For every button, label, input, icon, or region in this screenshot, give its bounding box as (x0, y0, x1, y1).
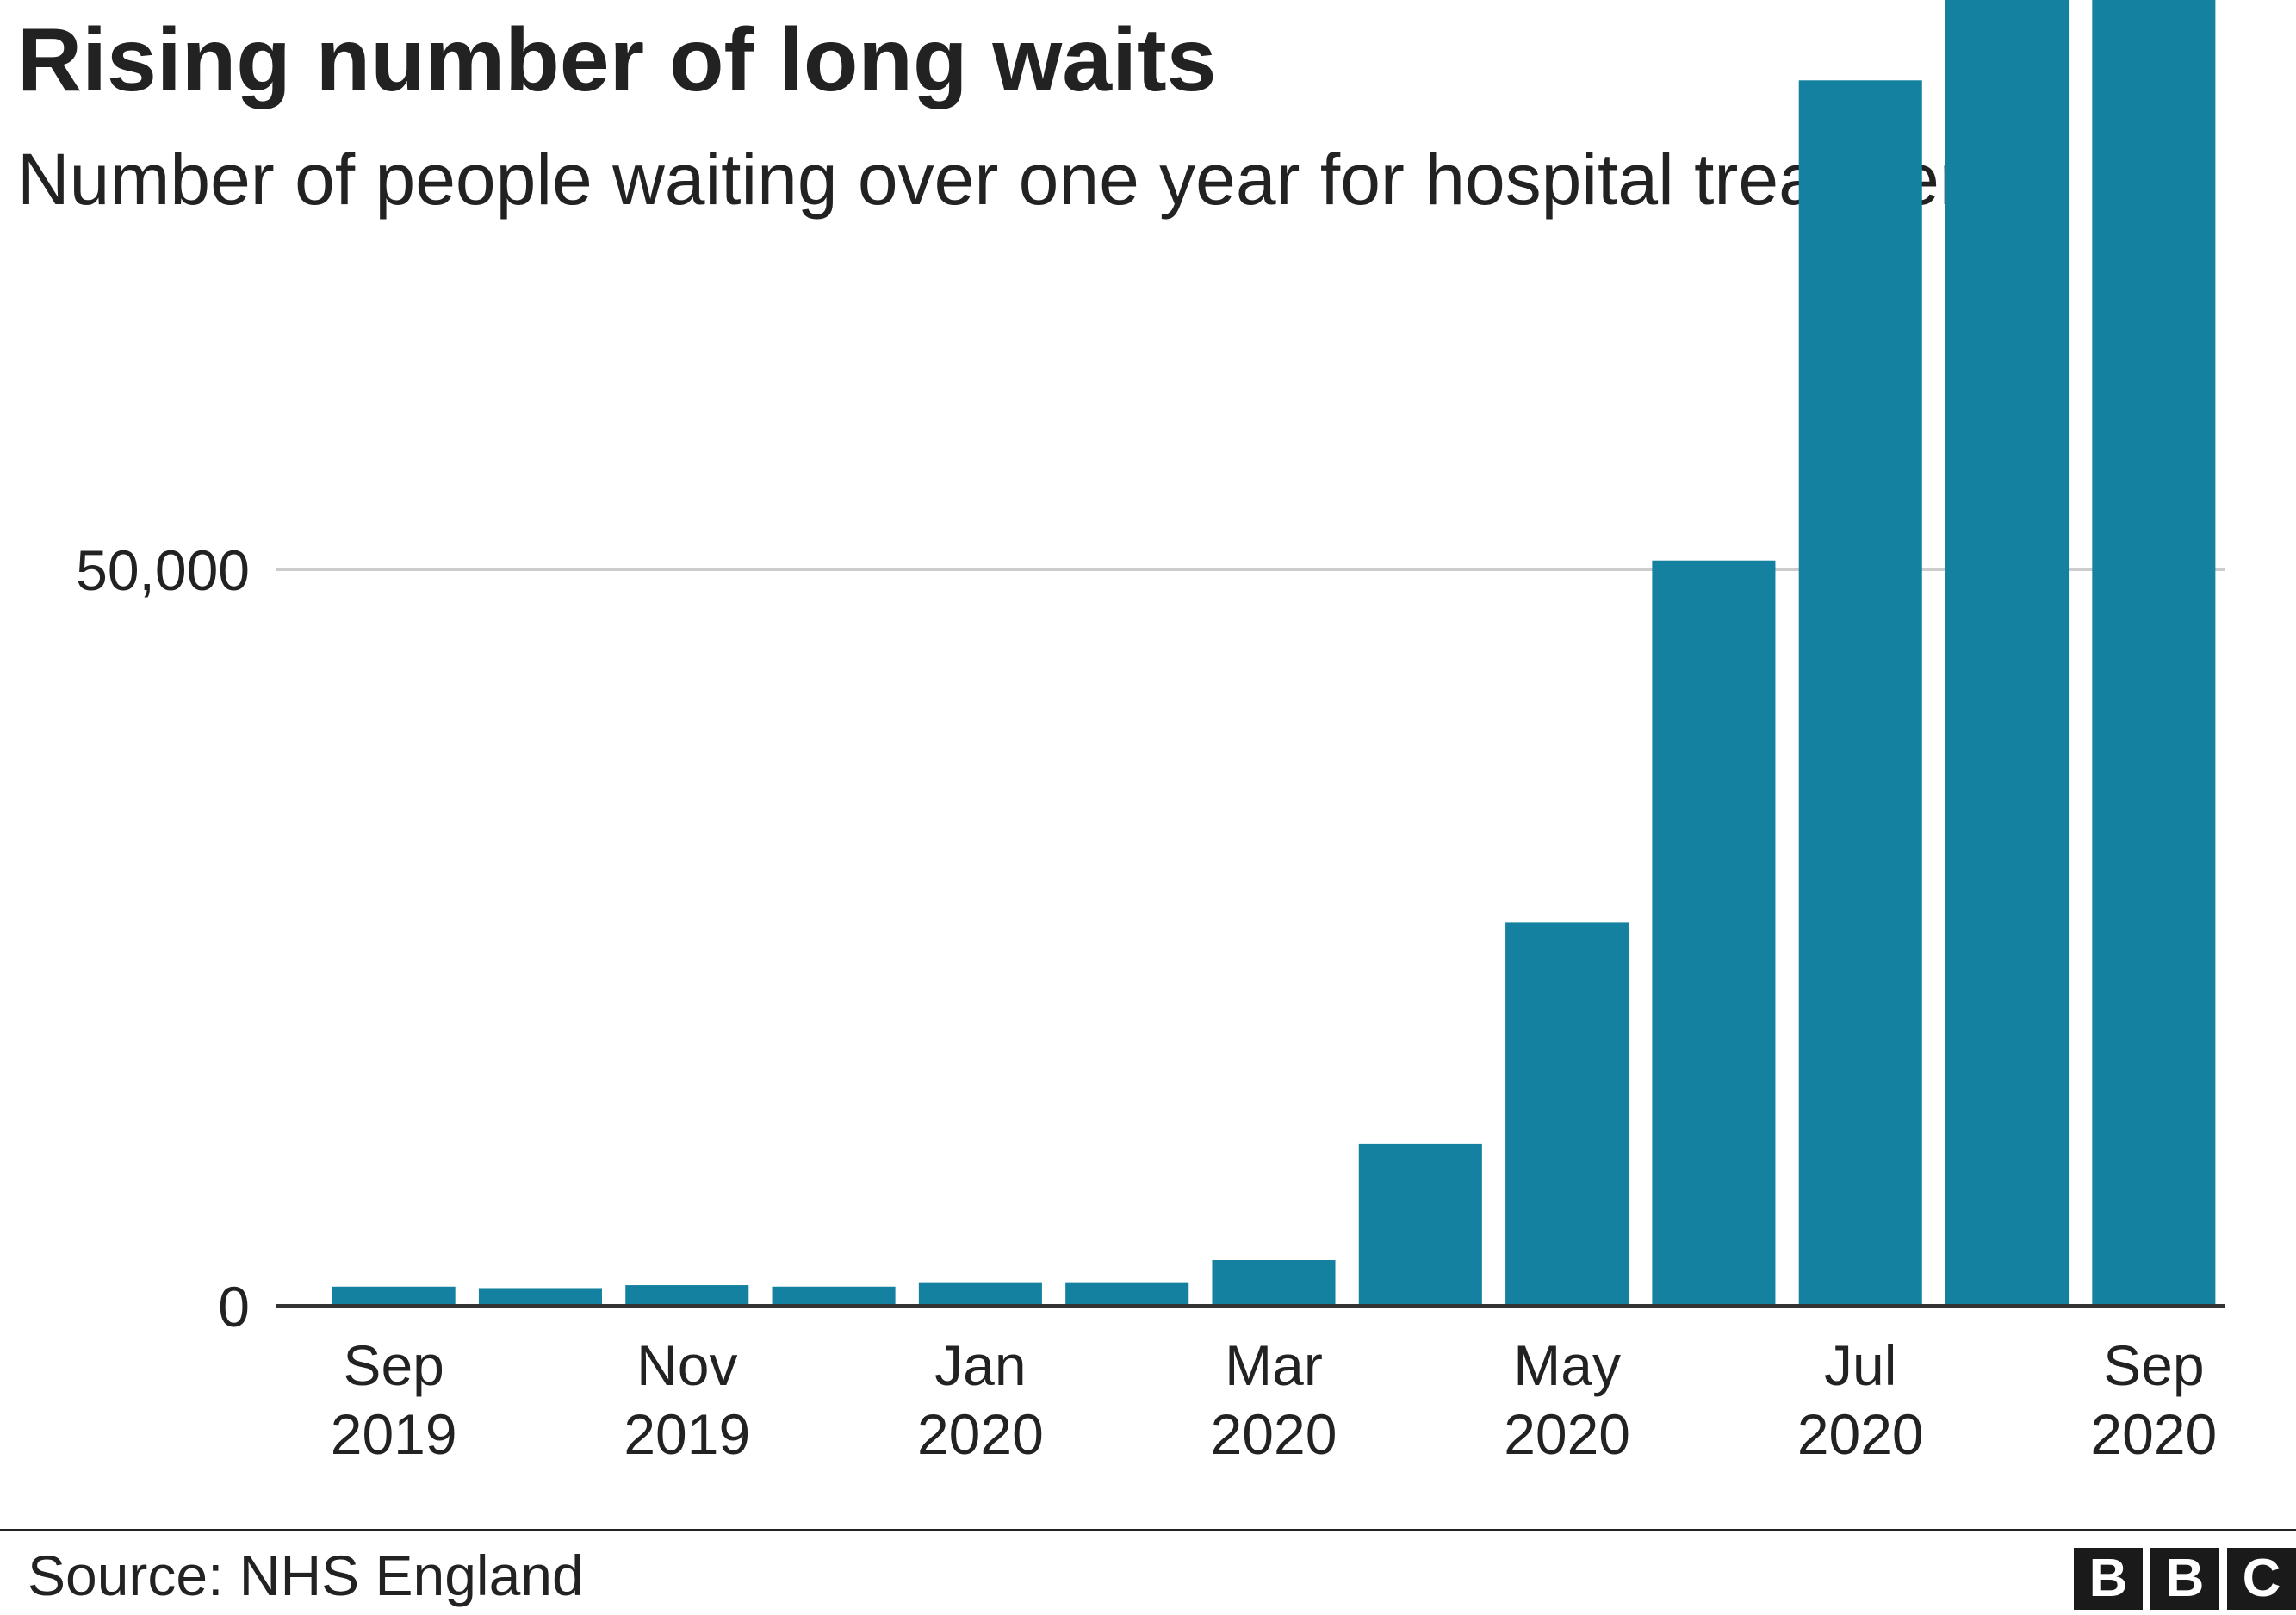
x-tick-label: Jan 2020 (917, 1333, 1044, 1466)
bar-chart: 050,000100,000Sep2019Nov2019Jan2020Mar20… (76, 0, 2225, 1466)
bar-jan-2020 (918, 1282, 1042, 1306)
source-note: Source: NHS England (28, 1544, 584, 1607)
y-tick-label: 50,000 (76, 538, 250, 602)
bar-may-2020 (1505, 922, 1629, 1306)
bbc-logo-block-1: B (2074, 1548, 2143, 1610)
bbc-logo-block-3: C (2227, 1548, 2296, 1610)
bar-oct-2019 (478, 1288, 602, 1306)
bbc-logo: B B C (2074, 1548, 2296, 1610)
x-tick-label: Nov 2019 (624, 1333, 750, 1466)
bar-jul-2020 (1798, 80, 1922, 1306)
x-tick-label: Mar 2020 (1211, 1333, 1337, 1466)
bar-mar-2020 (1212, 1259, 1336, 1306)
bar-feb-2020 (1065, 1282, 1189, 1306)
x-tick-label: Jul 2020 (1797, 1333, 1924, 1466)
x-tick-label: Sep 2019 (331, 1333, 457, 1466)
bar-aug-2020 (1945, 0, 2070, 1306)
x-tick-label: May 2020 (1504, 1333, 1630, 1466)
bar-jun-2020 (1652, 560, 1776, 1306)
x-tick-label: Sep 2020 (2090, 1333, 2217, 1466)
bar-sep-2019 (332, 1286, 456, 1306)
chart-subtitle: Number of people waiting over one year f… (17, 139, 2000, 220)
chart-title: Rising number of long waits (17, 10, 1217, 110)
bar-nov-2019 (625, 1285, 749, 1306)
bar-dec-2019 (772, 1286, 896, 1306)
bar-sep-2020 (2092, 0, 2216, 1306)
bar-apr-2020 (1358, 1143, 1482, 1306)
bbc-logo-block-2: B (2150, 1548, 2219, 1610)
footer-divider (0, 1529, 2296, 1531)
y-tick-label: 0 (218, 1275, 250, 1339)
